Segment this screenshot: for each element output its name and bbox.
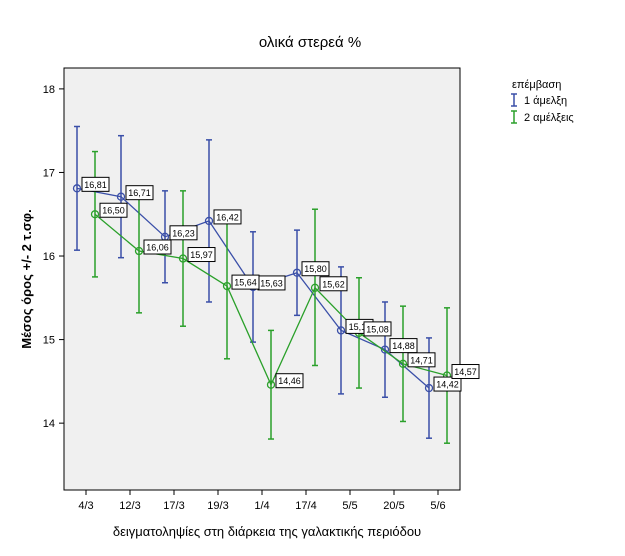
data-label: 15,63 [260,278,283,288]
data-labels-layer: 16,81 16,71 16,23 16,42 15,63 15,80 15,11 14,88… [81,176,480,392]
data-label-box [125,185,154,201]
legend-title: επέμβαση [512,79,561,91]
legend-label: 1 άμελξη [524,95,567,107]
data-label-box [187,247,216,263]
legend-label: 2 αμέλξεις [524,112,574,124]
data-label-box [81,176,110,192]
data-label-box [301,261,330,277]
data-label-box [319,276,348,292]
data-label: 14,71 [410,355,433,365]
data-label: 16,81 [84,180,107,190]
data-label-box [389,338,418,354]
x-tick-label: 4/3 [78,500,93,512]
x-axis-label: δειγματοληψίες στη διάρκεια της γαλακτικ… [113,524,421,539]
data-label: 16,71 [128,188,151,198]
data-point [72,184,82,193]
data-point [292,268,302,277]
y-tick-label: 17 [43,167,55,179]
data-label: 15,80 [304,264,327,274]
data-point [90,210,100,219]
x-tick-label: 19/3 [207,500,228,512]
y-tick-label: 14 [43,418,55,430]
data-label-box [451,364,480,380]
data-point [178,254,188,263]
data-label: 14,42 [436,380,459,390]
data-label-box [231,274,260,290]
x-tick-label: 17/3 [163,500,184,512]
data-label: 16,06 [146,243,169,253]
data-point [424,383,434,393]
data-label-box [143,239,172,255]
series-layer [72,125,452,444]
data-label-box [213,209,242,225]
data-point [222,281,232,291]
data-point [134,246,144,256]
y-axis: 14 15 16 17 18 [43,84,64,430]
data-label: 16,42 [216,212,239,222]
data-label: 15,62 [322,279,345,289]
data-label: 14,57 [454,367,477,377]
x-tick-label: 20/5 [383,500,404,512]
x-tick-label: 5/6 [430,500,445,512]
data-label: 15,08 [366,324,389,334]
data-label-box [407,352,436,368]
y-axis-label: Μέσος όρος +/- 2 τ.σφ. [19,209,34,348]
data-label: 16,23 [172,228,195,238]
data-label-box [169,225,198,241]
data-point [310,283,320,292]
data-point [380,345,390,354]
x-tick-label: 17/4 [295,500,316,512]
x-axis: 4/3 12/3 17/3 19/3 1/4 17/4 5/5 20/5 5/6 [78,490,446,512]
data-point [116,192,126,201]
data-label-box [363,321,392,337]
data-label: 15,97 [190,250,213,260]
x-tick-label: 12/3 [119,500,140,512]
x-tick-label: 1/4 [254,500,269,512]
data-label-box [275,373,304,389]
x-tick-label: 5/5 [342,500,357,512]
data-label: 14,88 [392,341,415,351]
data-point [336,326,346,335]
y-tick-label: 16 [43,251,55,263]
y-tick-label: 18 [43,84,55,96]
legend: επέμβαση 1 άμελξη 2 αμέλξεις [511,79,574,124]
data-point [204,216,214,226]
chart-title: ολικά στερεά % [259,34,361,51]
data-label: 15,64 [234,278,257,288]
data-point [266,380,276,389]
data-point [398,359,408,368]
data-label-box [433,376,462,392]
data-label: 16,50 [102,206,125,216]
data-label-box [99,202,128,218]
data-label: 15,11 [349,322,371,332]
data-label: 14,46 [278,376,301,386]
y-tick-label: 15 [43,335,55,347]
